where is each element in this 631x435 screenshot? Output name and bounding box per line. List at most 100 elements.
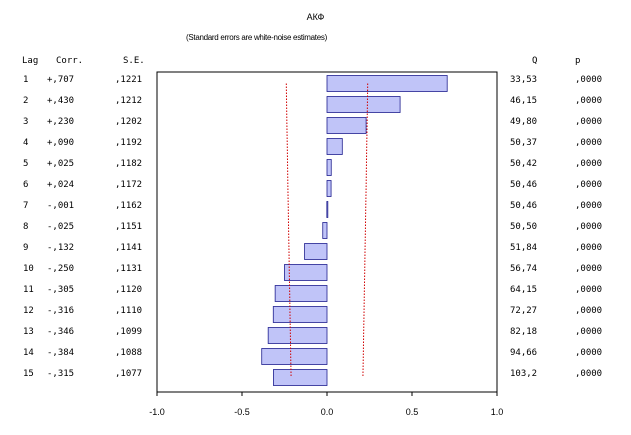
corr-cell: +,024	[47, 180, 75, 190]
corr-cell: -,384	[47, 348, 75, 358]
q-cell: 50,37	[510, 138, 538, 148]
p-cell: ,0000	[575, 348, 603, 358]
corr-cell: -,250	[47, 264, 75, 274]
q-cell: 82,18	[510, 327, 538, 337]
p-cell: ,0000	[575, 222, 603, 232]
p-cell: ,0000	[575, 180, 603, 190]
se-cell: ,1151	[115, 222, 143, 232]
lag-cell: 5	[23, 159, 29, 169]
corr-cell: +,707	[47, 75, 75, 85]
corr-cell: +,025	[47, 159, 75, 169]
se-cell: ,1192	[115, 138, 143, 148]
corr-cell: +,430	[47, 96, 75, 106]
p-cell: ,0000	[575, 243, 603, 253]
lag-cell: 15	[23, 369, 34, 379]
p-cell: ,0000	[575, 306, 603, 316]
column-header-se: S.E.	[123, 56, 145, 66]
p-cell: ,0000	[575, 327, 603, 337]
corr-cell: +,230	[47, 117, 75, 127]
acf-bar-lag-8	[322, 222, 328, 239]
corr-cell: -,305	[47, 285, 75, 295]
lag-cell: 14	[23, 348, 34, 358]
acf-bar-lag-15	[273, 369, 328, 386]
corr-cell: +,090	[47, 138, 75, 148]
column-header-corr: Corr.	[56, 56, 84, 66]
acf-bar-lag-7	[326, 201, 329, 218]
se-cell: ,1221	[115, 75, 143, 85]
q-cell: 33,53	[510, 75, 538, 85]
confidence-limit-upper	[362, 83, 369, 378]
lag-cell: 11	[23, 285, 34, 295]
q-cell: 56,74	[510, 264, 538, 274]
lag-cell: 10	[23, 264, 34, 274]
confidence-limit-lower	[285, 83, 292, 378]
q-cell: 51,84	[510, 243, 538, 253]
acf-bar-lag-1	[326, 75, 448, 92]
q-cell: 94,66	[510, 348, 538, 358]
q-cell: 50,42	[510, 159, 538, 169]
se-cell: ,1162	[115, 201, 143, 211]
se-cell: ,1172	[115, 180, 143, 190]
acf-bar-lag-13	[267, 327, 328, 344]
p-cell: ,0000	[575, 369, 603, 379]
chart-subtitle: (Standard errors are white-noise estimat…	[186, 33, 327, 42]
corr-cell: -,346	[47, 327, 75, 337]
p-cell: ,0000	[575, 138, 603, 148]
se-cell: ,1182	[115, 159, 143, 169]
column-header-p: p	[575, 56, 581, 66]
acf-bar-lag-5	[326, 159, 332, 176]
lag-cell: 6	[23, 180, 29, 190]
chart-title: АКФ	[306, 12, 325, 22]
acf-bar-lag-2	[326, 96, 401, 113]
acf-bar-lag-10	[284, 264, 328, 281]
lag-cell: 1	[23, 75, 29, 85]
lag-cell: 7	[23, 201, 29, 211]
acf-bar-lag-9	[304, 243, 328, 260]
q-cell: 72,27	[510, 306, 538, 316]
acf-bar-lag-12	[272, 306, 328, 323]
corr-cell: -,316	[47, 306, 75, 316]
p-cell: ,0000	[575, 96, 603, 106]
se-cell: ,1141	[115, 243, 143, 253]
corr-cell: -,025	[47, 222, 75, 232]
lag-cell: 2	[23, 96, 29, 106]
lag-cell: 9	[23, 243, 29, 253]
p-cell: ,0000	[575, 201, 603, 211]
acf-bar-lag-3	[326, 117, 367, 134]
corr-cell: -,315	[47, 369, 75, 379]
se-cell: ,1077	[115, 369, 143, 379]
p-cell: ,0000	[575, 75, 603, 85]
se-cell: ,1110	[115, 306, 143, 316]
se-cell: ,1212	[115, 96, 143, 106]
se-cell: ,1088	[115, 348, 143, 358]
q-cell: 50,46	[510, 180, 538, 190]
corr-cell: -,001	[47, 201, 75, 211]
p-cell: ,0000	[575, 159, 603, 169]
q-cell: 50,50	[510, 222, 538, 232]
q-cell: 64,15	[510, 285, 538, 295]
se-cell: ,1202	[115, 117, 143, 127]
q-cell: 50,46	[510, 201, 538, 211]
lag-cell: 8	[23, 222, 29, 232]
acf-bar-lag-14	[261, 348, 328, 365]
p-cell: ,0000	[575, 117, 603, 127]
x-tick-label: 1.0	[491, 407, 504, 417]
p-cell: ,0000	[575, 264, 603, 274]
se-cell: ,1099	[115, 327, 143, 337]
lag-cell: 4	[23, 138, 29, 148]
x-tick-label: 0.0	[321, 407, 334, 417]
q-cell: 49,80	[510, 117, 538, 127]
x-tick-label: -1.0	[149, 407, 165, 417]
p-cell: ,0000	[575, 285, 603, 295]
lag-cell: 3	[23, 117, 29, 127]
column-header-q: Q	[532, 56, 538, 66]
lag-cell: 13	[23, 327, 34, 337]
se-cell: ,1131	[115, 264, 143, 274]
lag-cell: 12	[23, 306, 34, 316]
x-tick-label: 0.5	[406, 407, 419, 417]
column-header-lag: Lag	[22, 56, 39, 66]
q-cell: 103,2	[510, 369, 538, 379]
corr-cell: -,132	[47, 243, 75, 253]
acf-bar-lag-6	[326, 180, 332, 197]
